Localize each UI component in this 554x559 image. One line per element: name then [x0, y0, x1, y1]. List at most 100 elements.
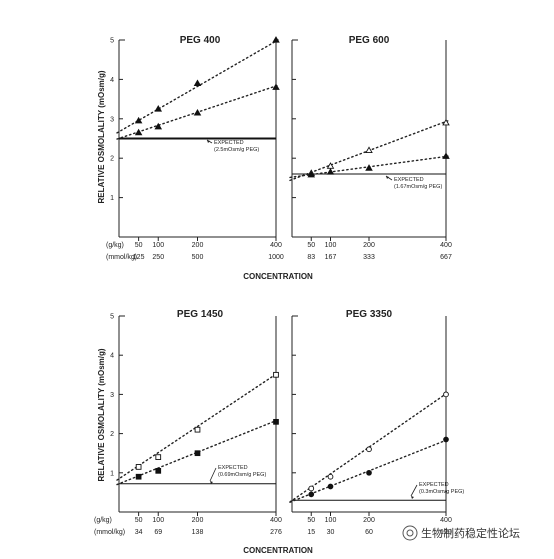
expected-value-label: (1.67mOsm/g PEG)	[394, 184, 442, 190]
expected-arrowhead	[386, 176, 389, 179]
x-axis-label: CONCENTRATION	[243, 272, 313, 281]
y-tick-label: 4	[110, 353, 114, 360]
x-tick-label-g: 200	[192, 517, 204, 524]
x-tick-label-g: 100	[152, 242, 164, 249]
data-point	[272, 83, 280, 90]
data-point	[154, 105, 163, 112]
expected-value-label: (0.3mOsm/g PEG)	[419, 489, 464, 495]
x-tick-label-g: 50	[135, 517, 143, 524]
x-tick-label-mmol: 1000	[268, 254, 284, 261]
series-fit-line	[116, 39, 279, 134]
y-axis-label: RELATIVE OSMOLALITY (mOsm/g)	[97, 348, 106, 481]
x-tick-label-mmol: 83	[307, 254, 315, 261]
x-tick-label-g: 100	[325, 517, 337, 524]
x-unit-label-mmol: (mmol/kg)	[106, 254, 137, 261]
x-tick-label-g: 100	[152, 517, 164, 524]
expected-value-label: (0.69mOsm/g PEG)	[218, 472, 266, 478]
expected-arrowhead	[411, 496, 414, 499]
data-point	[134, 116, 143, 124]
x-tick-label-g: 200	[363, 242, 375, 249]
panel-peg-3350: PEG 3350 50 15 100 30 200 60 400 120 EXPECTED(0.…	[289, 309, 464, 536]
panel-peg-1450: PEG 1450 RELATIVE OSMOLALITY (mOsm/g) (g…	[94, 309, 282, 536]
data-point	[442, 152, 450, 159]
data-point	[327, 483, 334, 490]
expected-arrow	[209, 467, 217, 482]
data-point	[443, 391, 449, 398]
data-point	[308, 491, 315, 498]
expected-label: EXPECTED	[419, 482, 449, 488]
data-point	[307, 170, 316, 178]
data-point	[194, 450, 201, 457]
x-tick-label-mmol: 30	[327, 529, 335, 536]
data-point	[193, 79, 202, 86]
x-tick-label-g: 400	[270, 517, 282, 524]
data-point	[366, 446, 372, 453]
x-axis-label: CONCENTRATION	[243, 546, 313, 555]
x-tick-label-mmol: 500	[192, 254, 204, 261]
panel-title: PEG 1450	[177, 309, 224, 320]
x-unit-label-g: (g/kg)	[94, 517, 112, 524]
x-tick-label-g: 100	[325, 242, 337, 249]
x-tick-label-mmol: 333	[363, 254, 375, 261]
x-tick-label-g: 400	[440, 242, 452, 249]
x-tick-label-mmol: 120	[440, 529, 452, 536]
data-point	[134, 128, 143, 136]
x-tick-label-mmol: 167	[325, 254, 337, 261]
expected-value-label: (2.5mOsm/g PEG)	[214, 147, 259, 153]
data-point	[272, 36, 280, 43]
y-tick-label: 5	[110, 38, 114, 45]
y-tick-label: 1	[110, 195, 114, 202]
data-point	[442, 118, 450, 126]
data-point	[365, 164, 373, 171]
panel-title: PEG 3350	[346, 309, 393, 320]
data-point	[154, 122, 163, 130]
x-tick-label-mmol: 60	[365, 529, 373, 536]
data-point	[135, 473, 142, 480]
x-tick-label-mmol: 667	[440, 254, 452, 261]
data-point	[443, 436, 449, 443]
data-point	[155, 454, 162, 460]
panel-peg-600: PEG 600 50 83 100 167 200 333 400 667 EXPECTED(1…	[289, 35, 452, 261]
watermark-logo-icon	[402, 525, 418, 541]
data-point	[194, 426, 201, 433]
data-point	[273, 418, 279, 425]
y-tick-label: 5	[110, 314, 114, 321]
x-tick-label-mmol: 15	[307, 529, 315, 536]
watermark-logo-inner	[406, 529, 414, 537]
x-tick-label-g: 400	[270, 242, 282, 249]
expected-label: EXPECTED	[214, 140, 244, 146]
y-axis-label: RELATIVE OSMOLALITY (mOsm/g)	[97, 70, 106, 203]
series-fit-line	[116, 419, 279, 486]
x-tick-label-mmol: 250	[152, 254, 164, 261]
expected-arrowhead	[207, 140, 210, 143]
expected-label: EXPECTED	[218, 465, 248, 471]
y-tick-label: 2	[110, 431, 114, 438]
x-tick-label-g: 400	[440, 517, 452, 524]
expected-arrowhead	[210, 481, 213, 484]
x-tick-label-g: 200	[192, 242, 204, 249]
y-tick-label: 1	[110, 470, 114, 477]
x-unit-label-g: (g/kg)	[106, 242, 124, 249]
data-point	[366, 469, 372, 476]
x-tick-label-mmol: 125	[133, 254, 145, 261]
y-tick-label: 4	[110, 77, 114, 84]
data-point	[135, 464, 142, 470]
x-unit-label-mmol: (mmol/kg)	[94, 529, 125, 536]
panel-title: PEG 400	[180, 35, 221, 46]
x-tick-label-g: 50	[307, 242, 315, 249]
x-tick-label-g: 50	[307, 517, 315, 524]
y-tick-label: 3	[110, 116, 114, 123]
x-tick-label-g: 200	[363, 517, 375, 524]
data-point	[327, 473, 334, 480]
watermark-text: 生物制药稳定性论坛	[421, 526, 520, 540]
data-point	[308, 485, 315, 492]
data-point	[326, 168, 335, 175]
data-point	[365, 146, 373, 153]
x-tick-label-g: 50	[135, 242, 143, 249]
x-tick-label-mmol: 34	[135, 529, 143, 536]
x-tick-label-mmol: 276	[270, 529, 282, 536]
data-point	[193, 108, 202, 116]
panel-title: PEG 600	[349, 35, 390, 46]
watermark: 生物制药稳定性论坛	[402, 525, 520, 541]
